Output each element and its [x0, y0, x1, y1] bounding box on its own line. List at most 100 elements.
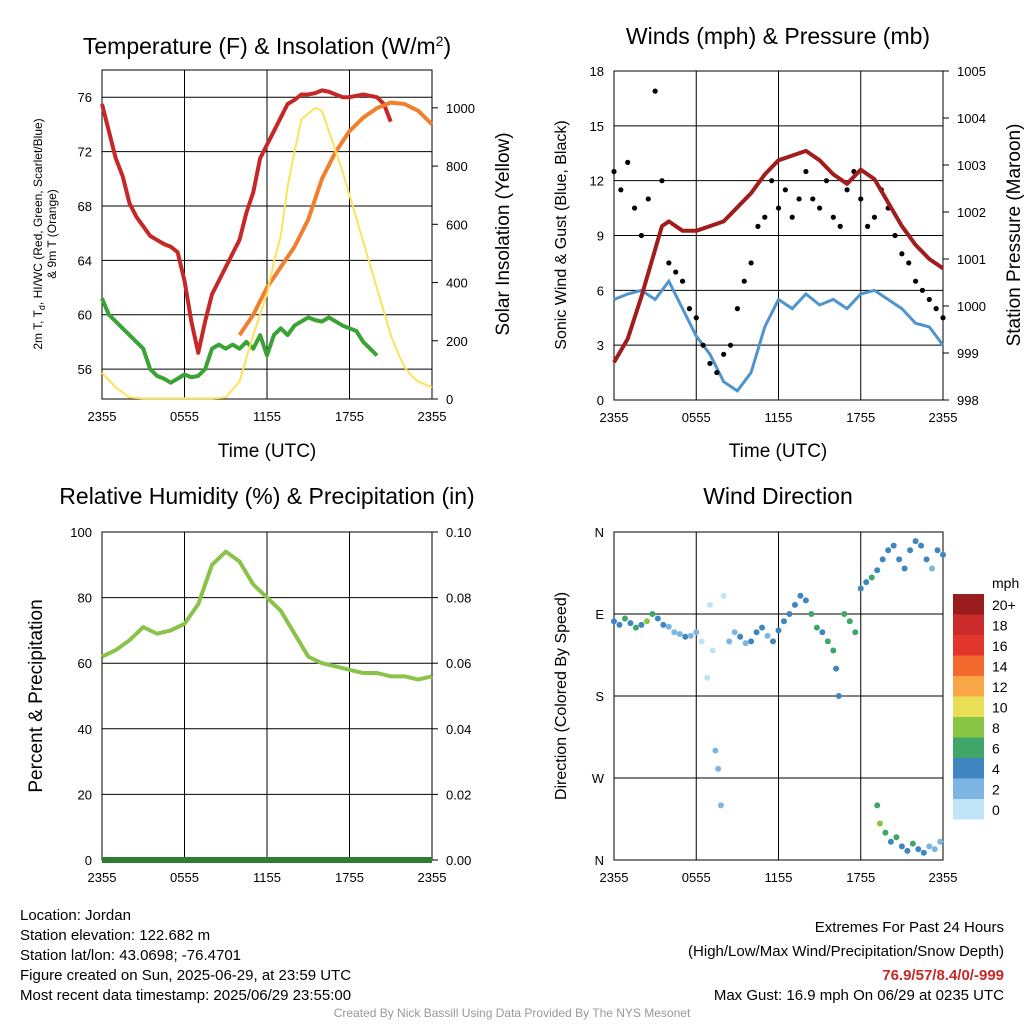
latlon-text: Station lat/lon: 43.0698; -76.4701: [20, 947, 242, 964]
y2-tick-label: 400: [446, 276, 468, 291]
direction-point: [879, 556, 886, 563]
legend-label: 6: [992, 741, 1000, 757]
extremes-info: Extremes For Past 24 Hours (High/Low/Max…: [688, 918, 1004, 1006]
direction-point: [890, 542, 897, 549]
y-tick-label: 80: [78, 591, 92, 606]
gust-point: [652, 88, 658, 94]
x-tick-label: 2355: [418, 870, 447, 885]
direction-point: [887, 838, 894, 845]
legend-label: 2: [992, 782, 1000, 798]
y2-tick-label: 200: [446, 334, 468, 349]
direction-point: [934, 547, 941, 554]
direction-point: [715, 765, 722, 772]
gust-point: [618, 187, 624, 193]
gust-point: [817, 205, 823, 211]
direction-point: [926, 843, 933, 850]
y2-tick-label: 600: [446, 217, 468, 232]
extremes-subheading: (High/Low/Max Wind/Precipitation/Snow De…: [688, 943, 1004, 960]
y-tick-label: 0: [85, 853, 92, 868]
y2-tick-label: 0.08: [446, 591, 471, 606]
gust-point: [830, 214, 836, 220]
y-tick-label: 9: [597, 229, 604, 244]
legend-label: 4: [992, 761, 1000, 777]
gust-point: [803, 168, 809, 175]
y2-tick-label: 0.00: [446, 853, 471, 868]
direction-point: [909, 840, 916, 847]
y2-tick-label: 1000: [957, 299, 986, 314]
elevation-text: Station elevation: 122.682 m: [20, 927, 211, 944]
extremes-heading: Extremes For Past 24 Hours: [814, 919, 1004, 936]
direction-point: [863, 579, 870, 586]
humidity-title: Relative Humidity (%) & Precipitation (i…: [59, 483, 474, 509]
direction-point: [742, 640, 749, 647]
direction-title: Wind Direction: [703, 483, 853, 509]
y-tick-label: 40: [78, 722, 92, 737]
direction-point: [824, 638, 831, 645]
direction-point: [780, 618, 787, 625]
gust-point: [755, 223, 761, 229]
station-info: Location: Jordan Station elevation: 122.…: [20, 906, 351, 1006]
gust-point: [810, 196, 816, 202]
y2-tick-label: 800: [446, 159, 468, 174]
temperature-ylabel-2: & 9m T (Orange): [45, 189, 59, 279]
y-tick-label: 68: [78, 199, 92, 214]
direction-point: [726, 638, 733, 645]
gust-point: [912, 278, 919, 284]
y2-tick-label: 0.10: [446, 525, 471, 540]
direction-point: [676, 631, 683, 638]
legend-swatch: [953, 717, 984, 738]
gust-point: [858, 196, 864, 202]
direction-point: [720, 592, 727, 599]
legend-swatch: [953, 799, 984, 820]
y-tick-label: 12: [590, 174, 604, 189]
gust-point: [686, 306, 692, 312]
legend-swatch: [953, 778, 984, 799]
gust-point: [666, 260, 672, 266]
x-tick-label: 2355: [88, 870, 117, 885]
extremes-values: 76.9/57/8.4/0/-999: [882, 967, 1004, 984]
legend-label: 14: [992, 659, 1008, 675]
direction-point: [907, 547, 914, 554]
direction-point: [611, 618, 617, 625]
legend-title: mph: [992, 575, 1019, 591]
y2-tick-label: 1001: [957, 252, 986, 267]
direction-ylabel: Direction (Colored By Speed): [553, 592, 570, 800]
y2-tick-label: 0.06: [446, 656, 471, 671]
direction-point: [791, 601, 798, 608]
legend-swatch: [953, 594, 984, 615]
y2-tick-label: 998: [957, 393, 979, 408]
y2-tick-label: 1003: [957, 158, 986, 173]
direction-point: [874, 802, 881, 809]
x-tick-label: 1155: [765, 410, 793, 425]
gust-point: [679, 278, 686, 284]
winds-panel: Winds (mph) & Pressure (mb) 2355 0555 1155…: [553, 23, 1024, 462]
direction-point: [882, 829, 889, 836]
direction-point: [893, 834, 900, 841]
x-tick-label: 1155: [253, 870, 281, 885]
direction-point: [717, 802, 724, 809]
gust-point: [625, 159, 631, 165]
y-tick-label: N: [595, 853, 604, 868]
direction-point: [937, 838, 944, 845]
y2-tick-label: 1004: [957, 111, 986, 126]
y-tick-label: 64: [78, 253, 92, 268]
x-tick-label: 1755: [335, 870, 364, 885]
direction-point: [896, 556, 903, 563]
legend-label: 16: [992, 638, 1008, 654]
direction-point: [770, 638, 777, 645]
gust-point: [844, 187, 850, 193]
gust-point: [693, 315, 699, 321]
x-tick-label: 2355: [418, 409, 447, 424]
y-tick-label: 3: [597, 338, 604, 353]
legend-swatch: [953, 758, 984, 779]
y-tick-label: 0: [597, 393, 604, 408]
temperature-series-line: [101, 106, 433, 400]
direction-point: [901, 565, 908, 572]
direction-point: [731, 629, 738, 636]
y-tick-label: 100: [70, 525, 92, 540]
humidity-ylabel: Percent & Precipitation: [26, 599, 47, 792]
y-tick-label: W: [592, 771, 605, 786]
y-tick-label: N: [595, 525, 604, 540]
x-tick-label: 0555: [170, 870, 199, 885]
